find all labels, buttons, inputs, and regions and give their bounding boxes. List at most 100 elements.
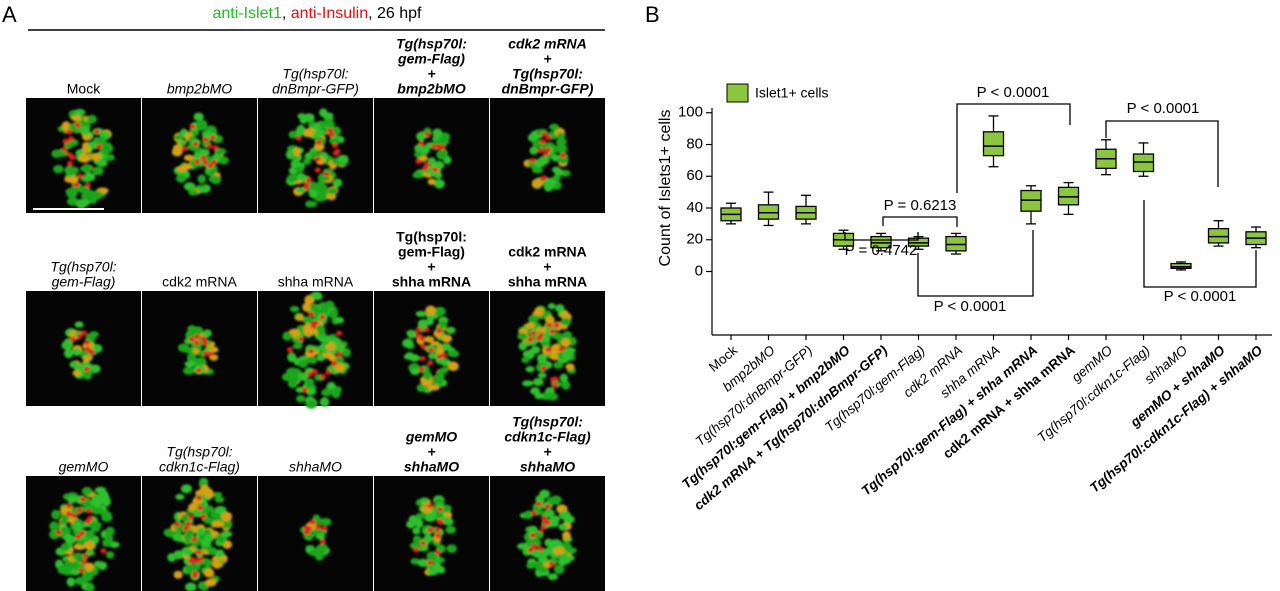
image-label: shha mRNA xyxy=(392,274,471,290)
cells xyxy=(517,303,577,401)
cell xyxy=(438,321,448,329)
cell xyxy=(295,135,302,141)
cell xyxy=(80,330,87,336)
cell xyxy=(530,133,539,142)
box xyxy=(1020,189,1042,212)
cell xyxy=(531,178,543,188)
cell xyxy=(424,336,435,343)
cell xyxy=(537,148,544,154)
cell xyxy=(534,531,544,539)
cell xyxy=(537,555,549,564)
cell xyxy=(314,156,321,162)
cell xyxy=(206,143,213,149)
cell xyxy=(561,350,573,359)
cell xyxy=(420,540,427,546)
cell xyxy=(65,511,72,517)
cell xyxy=(70,569,81,576)
cell xyxy=(319,314,326,320)
cell xyxy=(427,560,434,566)
cell xyxy=(81,572,94,582)
cell xyxy=(193,334,200,340)
cell xyxy=(214,506,227,514)
cell xyxy=(93,560,103,568)
cells xyxy=(171,112,229,196)
cell xyxy=(180,513,192,522)
cell xyxy=(415,310,427,318)
cell xyxy=(334,148,341,154)
cell xyxy=(99,493,110,503)
significance-bracket xyxy=(917,230,1034,297)
cell xyxy=(331,361,338,367)
cell xyxy=(532,139,543,148)
cell xyxy=(182,366,195,375)
cell xyxy=(555,138,567,146)
cell xyxy=(287,347,294,353)
cell xyxy=(326,381,336,390)
cell xyxy=(194,159,201,165)
cell xyxy=(62,138,69,144)
cell xyxy=(549,351,560,361)
cell xyxy=(81,164,93,173)
cell xyxy=(205,505,214,513)
cell xyxy=(539,176,546,182)
cell xyxy=(207,547,218,556)
cell xyxy=(210,175,222,185)
cell xyxy=(287,378,298,389)
cell xyxy=(285,149,295,160)
legend-swatch xyxy=(726,83,749,103)
cell xyxy=(191,573,198,579)
image-label: gemMO xyxy=(59,459,109,475)
image-label: gem-Flag) xyxy=(397,51,465,67)
cell xyxy=(426,568,439,576)
cell xyxy=(202,340,209,346)
cell xyxy=(538,332,545,338)
cell xyxy=(310,304,320,312)
image-label: shha mRNA xyxy=(278,274,354,290)
cell xyxy=(435,549,442,555)
cell xyxy=(431,378,444,386)
image-label: Mock xyxy=(67,81,101,97)
p-value: P = 0.6213 xyxy=(884,197,957,214)
cell xyxy=(212,520,224,528)
cell xyxy=(326,192,337,201)
cell xyxy=(559,373,568,383)
cell xyxy=(550,377,557,383)
cell xyxy=(78,153,91,163)
image-label: Tg(hsp70l: xyxy=(50,259,116,275)
cell xyxy=(69,155,76,161)
cell xyxy=(83,172,96,182)
micrograph xyxy=(26,291,141,406)
cell xyxy=(433,160,445,170)
cells xyxy=(49,486,120,591)
cell xyxy=(303,113,315,123)
cell xyxy=(405,352,415,360)
cell xyxy=(425,305,436,316)
cell xyxy=(67,495,77,504)
title-part: anti-Insulin xyxy=(291,5,368,22)
cell xyxy=(317,325,326,335)
cell xyxy=(201,130,213,138)
cell xyxy=(334,362,346,372)
image-label: gem-Flag) xyxy=(52,274,116,290)
cell xyxy=(73,182,80,188)
cell xyxy=(529,146,538,155)
image-label: Tg(hsp70l: xyxy=(512,66,583,82)
cell xyxy=(296,124,306,135)
cells xyxy=(163,477,233,591)
cell xyxy=(427,178,437,186)
cell xyxy=(420,145,430,155)
cell xyxy=(84,562,95,571)
cell xyxy=(540,525,547,531)
cell xyxy=(80,500,92,507)
cell xyxy=(87,114,98,124)
cell xyxy=(337,154,349,164)
image-label: shhaMO xyxy=(404,459,459,475)
cell xyxy=(201,558,210,566)
cell xyxy=(195,368,202,374)
image-label: Tg(hsp70l: xyxy=(166,444,232,460)
cell xyxy=(331,389,341,399)
panel-title: anti-Islet1, anti-Insulin, 26 hpf xyxy=(212,5,422,22)
cell xyxy=(49,521,59,532)
cell xyxy=(101,512,113,523)
cell xyxy=(96,144,103,150)
